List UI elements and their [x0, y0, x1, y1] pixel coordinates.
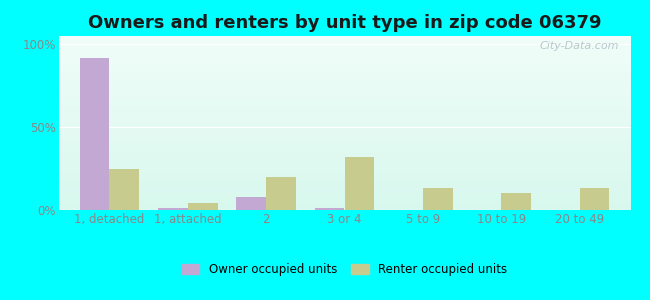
Bar — [188, 203, 218, 210]
Bar — [158, 208, 188, 210]
Bar — [580, 188, 609, 210]
Bar — [344, 157, 374, 210]
Bar — [80, 58, 109, 210]
Bar — [109, 169, 139, 210]
Bar — [266, 177, 296, 210]
Bar — [237, 197, 266, 210]
Bar — [423, 188, 452, 210]
Legend: Owner occupied units, Renter occupied units: Owner occupied units, Renter occupied un… — [177, 258, 512, 281]
Text: City-Data.com: City-Data.com — [540, 41, 619, 51]
Title: Owners and renters by unit type in zip code 06379: Owners and renters by unit type in zip c… — [88, 14, 601, 32]
Bar — [501, 194, 531, 210]
Bar — [315, 208, 344, 210]
